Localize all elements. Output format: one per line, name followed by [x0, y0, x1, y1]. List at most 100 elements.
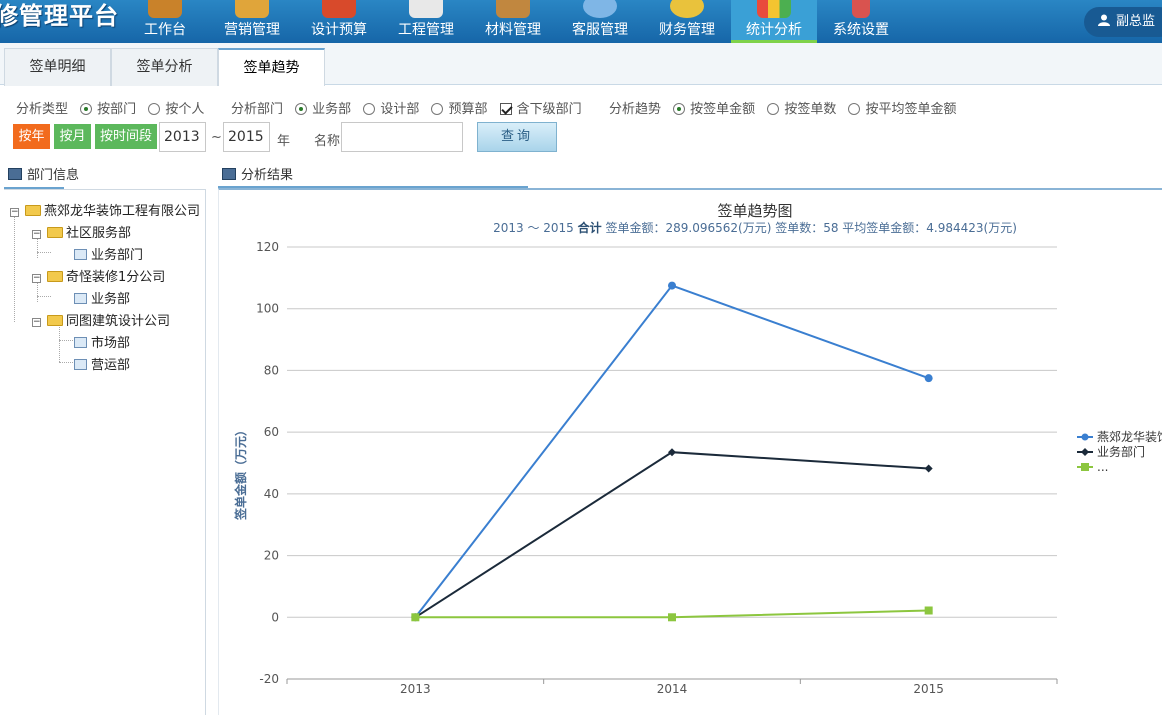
nav-label: 系统设置 [833, 22, 889, 38]
monitor-icon [8, 168, 22, 180]
tree-node-community[interactable]: − 社区服务部 [32, 222, 131, 241]
chart-panel: 签单趋势图 2013 ～ 2015 合计 签单金额：289.096562(万元)… [218, 188, 1162, 715]
nav-label: 财务管理 [659, 22, 715, 38]
collapse-icon[interactable]: − [32, 317, 41, 327]
nav-finance[interactable]: 财务管理 [644, 0, 730, 43]
tab-sign-details[interactable]: 签单明细 [4, 48, 111, 86]
include-subdept-checkbox[interactable] [499, 103, 512, 115]
legend-label: ... [1097, 460, 1108, 474]
collapse-icon[interactable]: − [32, 273, 41, 283]
materials-icon [496, 0, 530, 18]
tab-sign-trend[interactable]: 签单趋势 [218, 48, 325, 86]
nav-label: 工程管理 [398, 22, 454, 38]
query-button[interactable]: 查询 [477, 122, 557, 152]
radio-design-dept[interactable] [363, 103, 376, 115]
tree-line [59, 320, 60, 362]
tree-node-label: 同图建筑设计公司 [66, 314, 171, 329]
app-title: 修管理平台 [0, 2, 119, 30]
tree-node-label: 奇怪装修1分公司 [66, 270, 166, 285]
y-tick-label: 100 [256, 302, 279, 316]
legend-label: 业务部门 [1097, 444, 1145, 459]
tree-line [59, 362, 73, 363]
user-name: 副总监 [1116, 14, 1156, 29]
bar-chart-icon [757, 0, 791, 18]
nav-engineering[interactable]: 工程管理 [383, 0, 469, 43]
tab-sign-analysis[interactable]: 签单分析 [111, 48, 218, 86]
chart-title: 签单趋势图 [717, 202, 792, 220]
tree-leaf-label: 业务部 [91, 292, 131, 307]
x-tick-label: 2014 [657, 682, 688, 696]
name-input[interactable] [341, 122, 463, 152]
radio-budget-dept[interactable] [431, 103, 444, 115]
nav-customer-service[interactable]: 客服管理 [557, 0, 643, 43]
tree-root-label: 燕郊龙华装饰工程有限公司 [44, 204, 201, 219]
analysis-trend-label: 分析趋势 [609, 102, 662, 117]
nav-label: 材料管理 [485, 22, 541, 38]
tree-leaf-label: 营运部 [91, 358, 131, 373]
tools-icon [852, 0, 870, 18]
user-icon [1098, 14, 1110, 26]
radio-budget-dept-label: 预算部 [448, 102, 488, 117]
legend-label: 燕郊龙华装饰 [1097, 430, 1162, 444]
by-month-button[interactable]: 按月 [54, 124, 91, 149]
tree-line [37, 252, 51, 253]
tree-leaf-label: 市场部 [91, 336, 131, 351]
year-unit-label: 年 [277, 134, 291, 149]
trend-chart: 签单趋势图 2013 ～ 2015 合计 签单金额：289.096562(万元)… [233, 202, 1162, 696]
nav-statistics[interactable]: 统计分析 [731, 0, 817, 43]
subtitle-stats: 签单金额：289.096562(万元) 签单数：58 平均签单金额：4.9844… [605, 220, 1016, 235]
nav-settings[interactable]: 系统设置 [818, 0, 904, 43]
tree-node-branch1[interactable]: − 奇怪装修1分公司 [32, 266, 165, 285]
tree-line [59, 340, 73, 341]
nav-design-budget[interactable]: 设计预算 [296, 0, 382, 43]
tree-leaf[interactable]: 业务部 [74, 288, 130, 307]
nav-workbench[interactable]: 工作台 [122, 0, 208, 43]
radio-by-average[interactable] [848, 103, 861, 115]
nav-marketing[interactable]: 营销管理 [209, 0, 295, 43]
nav-label: 统计分析 [746, 22, 802, 38]
by-period-button[interactable]: 按时间段 [95, 124, 157, 149]
nav-materials[interactable]: 材料管理 [470, 0, 556, 43]
y-axis-title: 签单金额（万元） [233, 424, 248, 521]
y-tick-label: 40 [264, 487, 279, 501]
user-menu-button[interactable]: 副总监 [1084, 7, 1162, 37]
legend-marker [1081, 463, 1089, 471]
subtitle-range: 2013 ～ 2015 [493, 221, 574, 235]
tree-leaf[interactable]: 业务部门 [74, 244, 143, 263]
collapse-icon[interactable]: − [32, 229, 41, 239]
start-year-input[interactable] [159, 122, 206, 152]
series-line [414, 451, 929, 619]
collapse-icon[interactable]: − [10, 207, 19, 217]
right-panel-header: 分析结果 [222, 166, 293, 188]
chart-subtitle: 2013 ～ 2015 合计 签单金额：289.096562(万元) 签单数：5… [493, 220, 1017, 235]
radio-by-person-label: 按个人 [165, 102, 205, 117]
radio-business-dept[interactable] [295, 103, 308, 115]
data-point [411, 613, 420, 622]
tree-leaf[interactable]: 营运部 [74, 354, 130, 373]
y-tick-label: 120 [256, 240, 279, 254]
legend-marker [1081, 448, 1089, 456]
tree-node-design-co[interactable]: − 同图建筑设计公司 [32, 310, 170, 329]
analysis-dept-label: 分析部门 [231, 102, 284, 117]
table-icon [74, 359, 87, 370]
radio-business-dept-label: 业务部 [312, 102, 352, 117]
workbench-icon [148, 0, 182, 18]
by-year-button[interactable]: 按年 [13, 124, 50, 149]
tree-leaf[interactable]: 市场部 [74, 332, 130, 351]
monitor-icon [222, 168, 236, 180]
table-icon [74, 337, 87, 348]
left-panel-underline [4, 187, 64, 189]
tab-strip: 签单明细 签单分析 签单趋势 [0, 43, 1162, 86]
end-year-input[interactable] [223, 122, 270, 152]
radio-by-person[interactable] [148, 103, 161, 115]
radio-by-amount[interactable] [673, 103, 686, 115]
range-separator: ~ [211, 130, 222, 145]
radio-by-dept[interactable] [80, 103, 93, 115]
include-subdept-label: 含下级部门 [516, 102, 582, 117]
y-tick-label: 0 [271, 610, 279, 624]
analysis-type-label: 分析类型 [16, 102, 69, 117]
tree-root[interactable]: − 燕郊龙华装饰工程有限公司 [10, 200, 200, 219]
radio-by-count[interactable] [767, 103, 780, 115]
barrier-icon [409, 0, 443, 18]
data-point [668, 448, 676, 457]
